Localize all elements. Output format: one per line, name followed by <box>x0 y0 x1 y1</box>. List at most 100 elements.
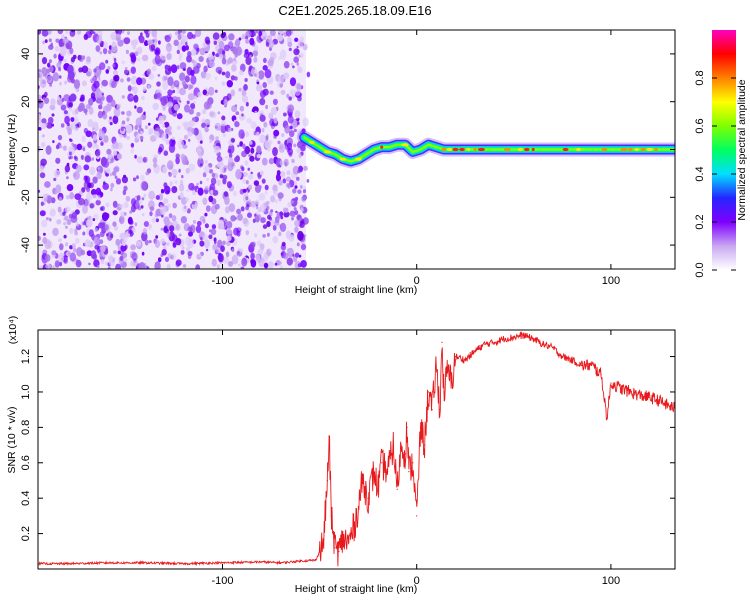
noise-blob <box>87 118 94 128</box>
noise-blob <box>254 184 262 193</box>
spectrogram-ytick-label: -20 <box>20 189 32 205</box>
noise-blob <box>141 231 148 242</box>
noise-blob <box>52 140 55 144</box>
noise-blob <box>179 72 186 82</box>
noise-blob <box>220 33 226 39</box>
noise-blob <box>265 42 270 47</box>
noise-blob <box>217 48 225 57</box>
snr-point <box>367 497 369 499</box>
noise-blob <box>221 57 227 65</box>
noise-blob <box>228 203 236 213</box>
noise-blob <box>289 125 293 130</box>
signal-peak <box>562 147 569 152</box>
noise-blob <box>301 128 306 134</box>
noise-blob <box>152 102 159 111</box>
noise-blob <box>187 238 194 249</box>
noise-blob <box>279 171 286 178</box>
noise-blob <box>212 189 219 196</box>
noise-blob <box>294 210 299 216</box>
noise-blob <box>234 76 238 81</box>
noise-blob <box>51 113 55 117</box>
noise-blob <box>184 75 190 83</box>
noise-blob <box>204 212 208 217</box>
noise-blob <box>42 40 46 45</box>
noise-blob <box>97 93 102 99</box>
noise-blob <box>69 95 73 101</box>
noise-blob <box>185 167 190 174</box>
noise-blob <box>85 130 92 138</box>
noise-blob <box>51 123 54 127</box>
noise-blob <box>273 129 280 137</box>
noise-blob <box>163 150 169 156</box>
noise-blob <box>73 171 80 180</box>
noise-blob <box>71 30 76 33</box>
signal-peak <box>309 140 315 144</box>
noise-blob <box>137 205 142 211</box>
noise-blob <box>138 200 143 205</box>
noise-blob <box>297 189 302 194</box>
noise-blob <box>145 171 150 176</box>
noise-blob <box>290 200 294 204</box>
noise-blob <box>187 226 193 232</box>
noise-blob <box>300 260 307 268</box>
noise-blob <box>63 94 70 102</box>
noise-blob <box>130 95 134 99</box>
noise-blob <box>47 116 54 124</box>
noise-blob <box>136 77 143 86</box>
noise-blob <box>183 134 188 140</box>
snr-point <box>552 347 554 349</box>
noise-blob <box>222 133 226 138</box>
noise-blob <box>258 30 263 37</box>
noise-blob <box>259 170 264 176</box>
noise-blob <box>113 57 117 63</box>
noise-blob <box>261 128 265 133</box>
signal-peak <box>354 157 362 161</box>
noise-blob <box>124 69 128 75</box>
noise-blob <box>112 221 117 227</box>
noise-blob <box>44 39 48 43</box>
noise-blob <box>160 55 166 61</box>
snr-point <box>600 373 602 375</box>
noise-blob <box>142 86 147 92</box>
noise-blob <box>279 49 287 60</box>
noise-blob <box>293 143 297 148</box>
noise-blob <box>69 227 74 234</box>
noise-blob <box>218 252 222 256</box>
noise-blob <box>262 65 268 71</box>
noise-blob <box>120 126 124 132</box>
noise-blob <box>101 92 105 96</box>
noise-blob <box>74 230 78 236</box>
noise-blob <box>140 130 144 136</box>
noise-blob <box>55 38 60 43</box>
noise-blob <box>289 130 295 138</box>
noise-blob <box>107 266 111 269</box>
noise-blob <box>56 62 61 69</box>
noise-blob <box>203 164 211 173</box>
noise-blob <box>136 195 141 201</box>
noise-blob <box>208 86 215 96</box>
noise-blob <box>130 198 136 206</box>
noise-blob <box>82 221 86 226</box>
spectrogram-ytick-label: 0 <box>20 146 32 152</box>
noise-blob <box>38 189 41 193</box>
noise-blob <box>113 107 121 117</box>
noise-blob <box>221 115 226 121</box>
noise-blob <box>214 89 218 94</box>
signal-peak <box>640 147 647 152</box>
noise-blob <box>57 206 62 213</box>
signal-peak <box>576 147 581 152</box>
snr-point <box>493 341 495 343</box>
noise-blob <box>217 239 223 248</box>
noise-blob <box>249 54 252 59</box>
noise-blob <box>154 47 161 56</box>
noise-blob <box>130 148 134 154</box>
noise-blob <box>253 56 258 63</box>
noise-blob <box>84 239 91 248</box>
noise-blob <box>242 143 246 150</box>
snr-point <box>561 356 564 358</box>
noise-blob <box>266 220 271 228</box>
noise-blob <box>69 155 73 160</box>
noise-blob <box>162 75 167 82</box>
snr-point <box>668 405 670 407</box>
noise-blob <box>69 138 72 141</box>
